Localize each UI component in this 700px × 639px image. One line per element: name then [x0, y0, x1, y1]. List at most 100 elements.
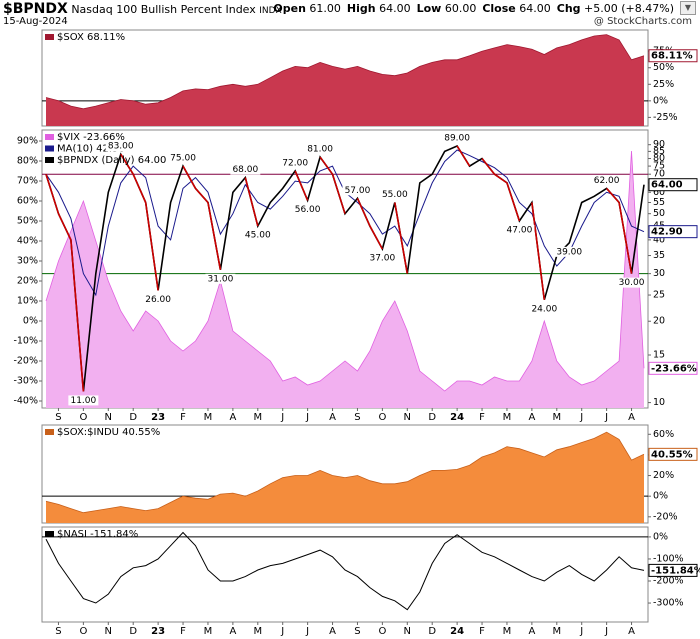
quote-value: 64.00	[379, 2, 411, 15]
value-label: 62.00	[594, 176, 620, 186]
x-tick-label: J	[305, 626, 309, 637]
y-tick-label: 60	[653, 187, 665, 198]
legend-label: $SOX:$INDU 40.55%	[57, 427, 160, 438]
x-tick-label: J	[604, 412, 608, 423]
down-segment	[394, 202, 409, 274]
y-tick-label: -10%	[13, 336, 38, 347]
x-tick-label: M	[552, 626, 561, 637]
value-label-bg	[305, 144, 336, 155]
x-tick-label: D	[129, 412, 137, 423]
value-label-bg	[616, 277, 647, 288]
x-tick-label: A	[528, 412, 535, 423]
x-tick-label: M	[204, 412, 213, 423]
value-label: 68.00	[232, 165, 258, 175]
down-segment	[606, 187, 620, 204]
value-label-bg	[554, 246, 585, 257]
value-label: 26.00	[145, 295, 171, 305]
value-label-bg	[442, 133, 473, 144]
value-label: 24.00	[531, 304, 557, 314]
y-tick-label: 60%	[17, 196, 38, 207]
value-label: 55.00	[382, 190, 408, 200]
header: $BPNDX Nasdaq 100 Bullish Percent Index …	[0, 0, 700, 30]
value-label: 56.00	[295, 205, 321, 215]
x-tick-label: 23	[151, 626, 165, 637]
y-tick-label: 25%	[653, 79, 674, 90]
y-tick-label: 55	[653, 197, 665, 208]
x-tick-label: J	[280, 412, 284, 423]
x-tick-label: A	[628, 626, 635, 637]
legend-label: MA(10) 42.90	[57, 144, 125, 155]
y-tick-label: 20	[653, 316, 665, 327]
y-tick-label: 40	[653, 234, 665, 245]
value-label-bg	[143, 294, 174, 305]
down-segment	[456, 145, 471, 167]
price-tag	[648, 225, 698, 239]
value-label: 83.00	[108, 142, 134, 152]
down-segment	[481, 158, 496, 175]
x-tick-label: N	[105, 626, 112, 637]
down-segment	[294, 170, 309, 201]
area-line	[45, 34, 645, 110]
down-segment	[194, 187, 209, 204]
value-label: 75.00	[170, 154, 196, 164]
y-tick-label: 0%	[653, 531, 668, 542]
value-label: 30.00	[619, 278, 645, 288]
y-tick-label: 90%	[17, 136, 38, 147]
x-tick-label: F	[180, 412, 186, 423]
legend-swatch	[45, 531, 54, 537]
x-tick-label: O	[378, 626, 386, 637]
x-tick-label: O	[79, 626, 87, 637]
legend-swatch	[45, 145, 54, 152]
quote-label: Open	[273, 2, 306, 15]
value-label-bg	[242, 230, 273, 241]
down-segment	[369, 225, 384, 250]
quote-label: High	[346, 2, 376, 15]
x-tick-label: A	[329, 626, 336, 637]
value-label: 72.00	[282, 158, 308, 168]
price-tag-label: 68.11%	[651, 51, 693, 62]
area-line	[45, 431, 645, 514]
y-tick-label: 25	[653, 290, 665, 301]
area	[46, 151, 644, 408]
quote-label: Close	[482, 2, 516, 15]
y-tick-label: 0%	[653, 95, 668, 106]
x-tick-label: O	[79, 412, 87, 423]
down-segment	[57, 213, 72, 241]
area	[46, 34, 644, 126]
x-tick-label: M	[503, 412, 512, 423]
x-tick-label: N	[404, 626, 411, 637]
line	[45, 531, 645, 611]
value-label-bg	[504, 224, 535, 235]
y-tick-label: 70	[653, 169, 665, 180]
down-segment	[618, 202, 633, 274]
legend-label: $NASI -151.84%	[57, 529, 138, 540]
value-label: 31.00	[208, 274, 234, 284]
value-label-bg	[168, 153, 199, 164]
price-tag-label: 42.90	[651, 227, 683, 238]
x-tick-label: M	[503, 626, 512, 637]
price-tag	[648, 361, 698, 375]
price-tag-label: -151.84%	[651, 565, 700, 576]
value-label-bg	[280, 157, 311, 168]
y-tick-label: 30	[653, 268, 665, 279]
y-tick-label: -40%	[13, 396, 38, 407]
down-segment	[182, 165, 197, 189]
down-segment	[356, 197, 371, 227]
value-label: 37.00	[369, 254, 395, 264]
value-label-bg	[591, 175, 622, 186]
menu-icon[interactable]: ▼	[680, 1, 696, 15]
x-tick-label: N	[404, 412, 411, 423]
legend-swatch	[45, 157, 54, 163]
y-tick-label: 50%	[653, 62, 674, 73]
x-tick-label: J	[579, 626, 583, 637]
x-tick-label: O	[378, 412, 386, 423]
down-segment	[331, 173, 346, 214]
value-label: 89.00	[444, 134, 470, 144]
y-tick-label: 10	[653, 397, 665, 408]
down-segment	[120, 153, 134, 175]
x-tick-label: J	[579, 412, 583, 423]
legend-label: $SOX 68.11%	[57, 32, 125, 43]
y-tick-label: -20%	[653, 511, 678, 522]
quote-label: Low	[416, 2, 442, 15]
